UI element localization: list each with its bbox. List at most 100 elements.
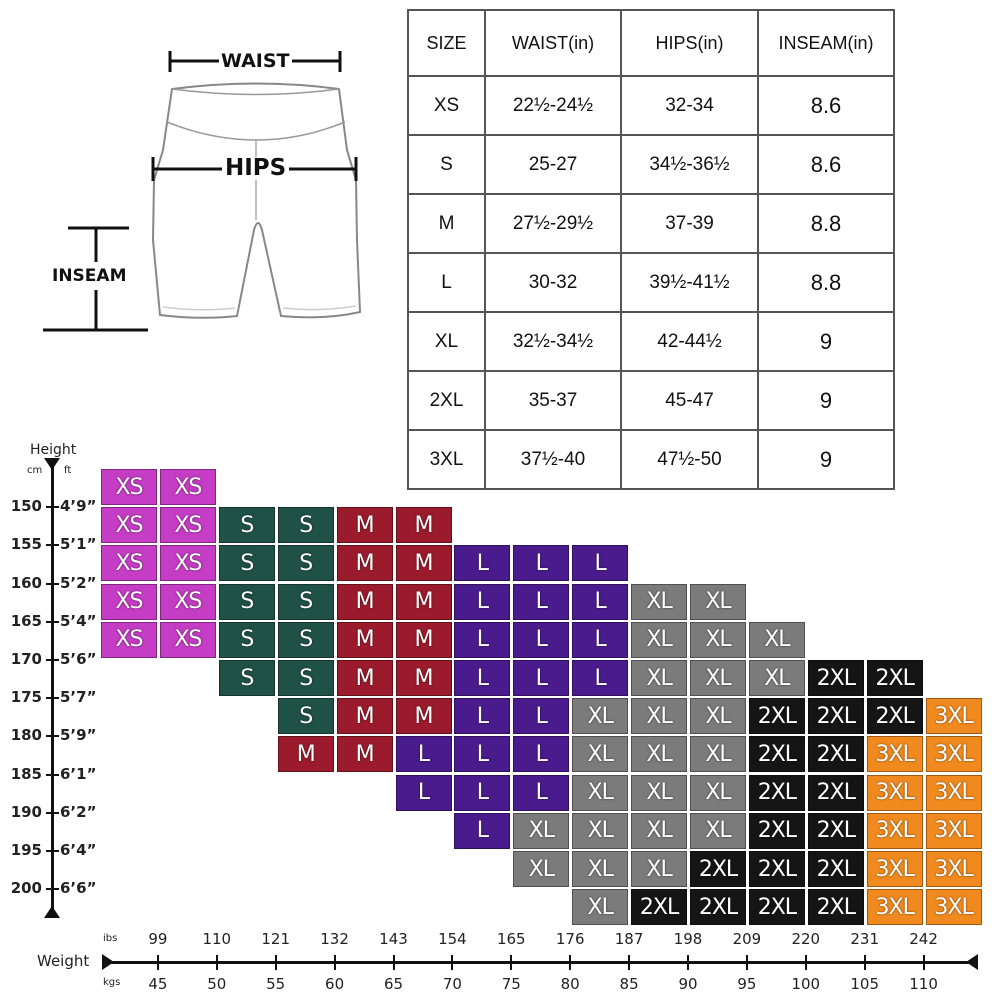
size-cell-2xl: 2XL <box>631 889 688 926</box>
weight-tick-mark <box>510 955 513 970</box>
size-cell-xl: XL <box>690 774 746 811</box>
size-cell-l: L <box>513 545 570 582</box>
size-cell-2xl: 2XL <box>748 889 805 926</box>
shorts-outline-icon <box>43 51 362 332</box>
size-cell-2xl: 2XL <box>748 851 805 887</box>
height-cm-label: 160 <box>10 573 42 592</box>
size-cell-l: L <box>395 736 452 773</box>
weight-lbs-label: 132 <box>320 930 349 948</box>
size-cell-xl: XL <box>572 812 629 849</box>
size-cell-xs: XS <box>159 507 216 544</box>
table-row: S 25-27 34½-36½ 8.6 <box>407 134 895 195</box>
size-cell-2xl: 2XL <box>807 698 864 735</box>
weight-unit-kgs: kgs <box>103 977 121 988</box>
weight-kgs-label: 90 <box>678 975 698 993</box>
cell-inseam: 9 <box>757 311 895 372</box>
height-ft-label: 5’1” <box>60 535 97 554</box>
height-ft-label: 5’6” <box>60 650 97 668</box>
size-cell-xl: XL <box>631 583 688 620</box>
cell-size: M <box>407 193 486 254</box>
size-cell-3xl: 3XL <box>925 889 982 926</box>
size-cell-s: S <box>218 545 275 582</box>
size-cell-s: S <box>218 621 275 658</box>
cell-waist: 22½-24½ <box>484 75 622 136</box>
weight-kgs-label: 105 <box>850 975 879 993</box>
height-cm-label: 150 <box>10 497 42 516</box>
cell-hips: 47½-50 <box>620 429 759 490</box>
height-axis-top-arrow-icon <box>44 458 60 470</box>
size-cell-xl: XL <box>513 851 570 887</box>
weight-kgs-label: 65 <box>383 975 404 993</box>
hips-label: HIPS <box>222 157 290 180</box>
height-ft-label: 5’4” <box>60 611 97 630</box>
size-cell-2xl: 2XL <box>866 660 923 696</box>
weight-kgs-label: 85 <box>619 975 639 993</box>
size-cell-xs: XS <box>159 583 216 620</box>
weight-kgs-label: 60 <box>325 975 345 993</box>
size-cell-2xl: 2XL <box>807 812 864 849</box>
size-cell-l: L <box>513 660 570 696</box>
weight-axis-line <box>103 961 975 964</box>
size-cell-xl: XL <box>572 698 629 735</box>
weight-kgs-label: 55 <box>266 975 286 993</box>
size-cell-xs: XS <box>101 507 157 544</box>
size-cell-xl: XL <box>748 621 805 658</box>
size-cell-xl: XL <box>690 698 746 735</box>
height-tick-mark <box>46 544 59 547</box>
weight-kgs-label: 110 <box>909 975 938 993</box>
size-cell-m: M <box>336 736 393 773</box>
size-cell-s: S <box>218 660 275 696</box>
height-weight-size-chart: Height cm ft 150 4’9” 155 5’1” 160 5’2” 165 5’4… <box>0 440 1000 1000</box>
size-cell-xl: XL <box>572 851 629 887</box>
table-row: L 30-32 39½-41½ 8.8 <box>407 252 895 313</box>
size-cell-m: M <box>277 736 334 773</box>
weight-lbs-label: 121 <box>261 930 290 948</box>
size-cell-l: L <box>454 660 511 696</box>
size-cell-xl: XL <box>572 774 629 811</box>
size-cell-xl: XL <box>513 812 570 849</box>
weight-lbs-label: 231 <box>850 930 879 948</box>
weight-tick-mark <box>863 955 866 970</box>
weight-kgs-label: 100 <box>791 975 821 993</box>
table-row: 2XL 35-37 45-47 9 <box>407 370 895 431</box>
size-cell-l: L <box>572 621 629 658</box>
size-cell-l: L <box>454 698 511 735</box>
size-cell-2xl: 2XL <box>807 851 864 887</box>
size-cell-m: M <box>336 583 393 620</box>
weight-lbs-label: 198 <box>673 930 703 948</box>
size-cell-xl: XL <box>631 812 688 849</box>
table-row: 3XL 37½-40 47½-50 9 <box>407 429 895 490</box>
height-ft-label: 6’6” <box>60 879 97 898</box>
height-tick-mark <box>46 811 59 814</box>
cell-inseam: 8.6 <box>757 75 895 136</box>
cell-waist: 35-37 <box>484 370 622 431</box>
size-cell-s: S <box>277 698 334 735</box>
weight-lbs-label: 110 <box>202 930 232 948</box>
weight-lbs-label: 99 <box>148 930 168 948</box>
height-cm-label: 195 <box>10 841 42 859</box>
weight-axis-right-arrow-icon <box>966 954 978 970</box>
size-cell-l: L <box>454 545 511 582</box>
cell-waist: 27½-29½ <box>484 193 622 254</box>
height-unit-ft: ft <box>64 465 72 476</box>
size-cell-2xl: 2XL <box>807 774 864 811</box>
cell-hips: 39½-41½ <box>620 252 759 313</box>
cell-inseam: 9 <box>757 429 895 490</box>
size-measurement-table: SIZE WAIST(in) HIPS(in) INSEAM(in) XS 22… <box>407 9 895 490</box>
cell-inseam: 8.8 <box>757 193 895 254</box>
size-cell-m: M <box>336 698 393 735</box>
size-cell-xs: XS <box>101 545 157 582</box>
cell-hips: 45-47 <box>620 370 759 431</box>
size-cell-l: L <box>572 545 629 582</box>
size-cell-s: S <box>277 660 334 696</box>
cell-inseam: 9 <box>757 370 895 431</box>
size-cell-xl: XL <box>631 736 688 773</box>
height-cm-label: 190 <box>10 802 42 821</box>
weight-unit-lbs: ibs <box>103 933 118 944</box>
height-tick-mark <box>46 697 59 700</box>
height-axis-line <box>51 462 54 912</box>
weight-tick-mark <box>392 955 395 970</box>
table-row: XL 32½-34½ 42-44½ 9 <box>407 311 895 372</box>
weight-lbs-label: 220 <box>791 930 821 948</box>
size-cell-xl: XL <box>748 660 805 696</box>
